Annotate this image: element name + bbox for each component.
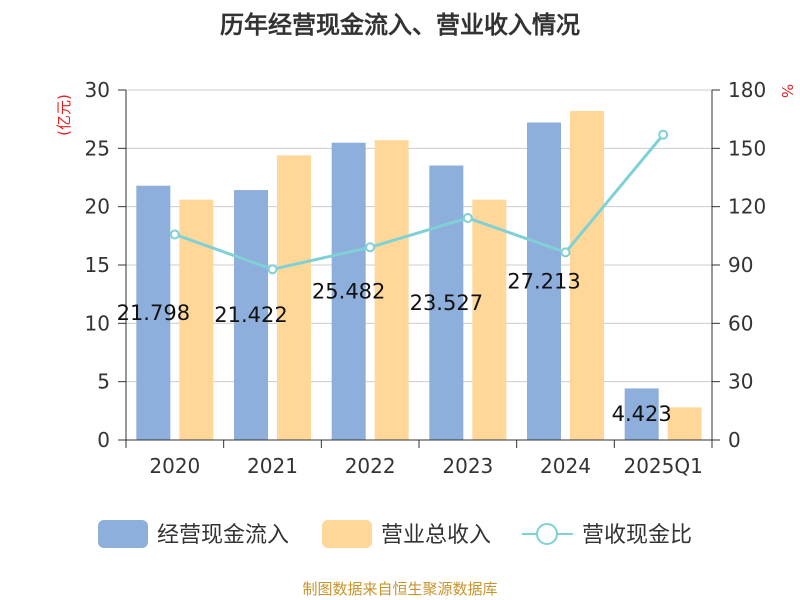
- ratio-line-path: [174, 133, 665, 271]
- right-axis-tick-label: 30: [728, 370, 753, 394]
- bar-total-revenue: [570, 111, 604, 440]
- data-label-cash-inflow: 21.422: [214, 303, 287, 327]
- data-label-cash-inflow: 27.213: [507, 269, 580, 293]
- ratio-line: [169, 129, 669, 275]
- ratio-point: [462, 212, 473, 223]
- legend-label-cash-inflow: 经营现金流入: [157, 523, 289, 548]
- right-axis-tick-label: 150: [728, 136, 766, 160]
- legend: 经营现金流入 营业总收入 营收现金比: [98, 520, 692, 548]
- data-label-cash-inflow: 21.798: [117, 301, 190, 325]
- left-axis-tick-label: 10: [85, 311, 110, 335]
- left-axis-tick-label: 0: [97, 428, 110, 452]
- legend-marker-ratio: [536, 523, 558, 545]
- right-axis-tick-label: 120: [728, 195, 766, 219]
- legend-swatch-cash-inflow: [98, 520, 148, 548]
- right-axis-tick-label: 0: [728, 428, 741, 452]
- data-labels: 21.798 21.422 25.482 23.527 27.213 4.423: [117, 269, 672, 426]
- right-axis-tick-label: 180: [728, 78, 766, 102]
- legend-label-ratio: 营收现金比: [582, 523, 692, 548]
- bar-total-revenue: [179, 199, 214, 440]
- data-label-cash-inflow: 23.527: [410, 291, 483, 315]
- x-axis-tick-label: 2020: [149, 454, 200, 478]
- x-axis-tick-label: 2022: [345, 454, 396, 478]
- data-label-cash-inflow: 4.423: [612, 402, 672, 426]
- bar-cash-inflow: [624, 388, 659, 440]
- legend-swatch-total-revenue: [322, 520, 372, 548]
- right-axis-unit: %: [778, 84, 796, 98]
- bars: [136, 111, 702, 441]
- left-axis-tick-label: 5: [97, 370, 110, 394]
- x-axis-tick-label: 2024: [540, 454, 591, 478]
- bar-cash-inflow: [429, 165, 464, 441]
- bar-total-revenue: [374, 140, 409, 440]
- ratio-point: [560, 247, 571, 258]
- grid-lines: [126, 89, 712, 383]
- left-axis-tick-label: 30: [85, 78, 110, 102]
- left-axis-tick-label: 15: [85, 253, 110, 277]
- left-axis-tick-label: 20: [85, 195, 110, 219]
- chart-title: 历年经营现金流入、营业收入情况: [220, 11, 580, 39]
- bar-cash-inflow: [527, 122, 561, 440]
- bar-cash-inflow: [234, 190, 268, 440]
- ratio-point: [267, 264, 278, 275]
- source-note: 制图数据来自恒生聚源数据库: [302, 580, 497, 598]
- x-axis-tick-label: 2021: [247, 454, 298, 478]
- bar-total-revenue: [472, 199, 507, 440]
- bar-cash-inflow: [331, 142, 366, 440]
- x-axis-tick-label: 2025Q1: [623, 454, 702, 478]
- x-axis-tick-label: 2023: [442, 454, 493, 478]
- left-axis-tick-label: 25: [85, 136, 110, 160]
- ratio-point: [169, 229, 180, 240]
- right-axis-tick-label: 90: [728, 253, 753, 277]
- bar-total-revenue: [667, 407, 702, 440]
- legend-label-total-revenue: 营业总收入: [381, 523, 491, 548]
- data-label-cash-inflow: 25.482: [312, 279, 385, 303]
- ratio-point: [365, 242, 376, 253]
- bar-cash-inflow: [136, 185, 171, 440]
- axes: 0 0 5 30 10 60 15 90 20 120 25 150 30 180 (亿元)% 2020 202…: [55, 78, 796, 478]
- right-axis-tick-label: 60: [728, 311, 753, 335]
- left-axis-unit: (亿元): [55, 94, 73, 136]
- ratio-point: [658, 129, 669, 140]
- bar-total-revenue: [277, 155, 311, 441]
